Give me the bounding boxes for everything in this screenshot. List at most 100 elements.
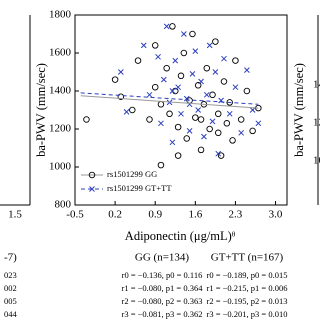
stats-row: r0 = −0.136, p0 = 0.116: [122, 270, 203, 280]
data-point: [232, 84, 239, 91]
data-point: [243, 87, 251, 95]
data-point: [195, 107, 202, 113]
data-point: [212, 38, 219, 45]
stats-row: 023: [4, 270, 17, 280]
x-tick-label: 2.3: [229, 209, 243, 221]
data-point: [174, 123, 182, 131]
data-point: [206, 125, 213, 133]
data-point: [217, 152, 225, 159]
legend-label: rs1501299 GT+TT: [107, 183, 172, 193]
left-panel-tick: 1.5: [8, 209, 22, 221]
fit-line: [80, 95, 259, 109]
data-point: [117, 93, 125, 100]
data-point: [151, 83, 159, 91]
stats-row: r0 = −0.189, p0 = 0.015: [207, 270, 288, 280]
data-point: [178, 110, 184, 117]
data-point: [221, 55, 227, 62]
data-point: [172, 57, 179, 64]
data-point: [226, 99, 233, 106]
data-point: [175, 84, 181, 91]
data-point: [157, 161, 165, 169]
data-point: [226, 110, 233, 117]
data-point: [163, 64, 170, 72]
stats-row: 005: [4, 296, 17, 306]
data-point: [163, 23, 170, 30]
x-axis-label: Adiponectin (μg/mL)ᶿ: [125, 229, 236, 243]
stats-row: r1 = −0.215, p1 = 0.006: [207, 283, 288, 293]
data-point: [146, 116, 153, 123]
stats-row: r3 = −0.201, p3 = 0.010: [207, 309, 288, 319]
right-panel-tick: 14: [313, 79, 320, 91]
y-tick-label: 1000: [49, 161, 72, 173]
x-tick-label: -0.5: [66, 209, 84, 221]
data-point: [232, 57, 239, 64]
data-point: [134, 57, 142, 64]
data-point: [209, 118, 216, 125]
data-point: [181, 31, 187, 37]
data-point: [189, 30, 196, 38]
data-point: [223, 120, 231, 127]
data-point: [249, 107, 256, 113]
data-point: [157, 101, 165, 108]
data-point: [183, 135, 190, 142]
stats-row: r2 = −0.195, p2 = 0.013: [207, 296, 288, 306]
data-point: [129, 106, 136, 114]
data-point: [189, 71, 196, 77]
data-point: [201, 133, 207, 140]
data-point: [83, 116, 90, 123]
data-point: [194, 82, 202, 89]
stats-row: 002: [4, 283, 17, 293]
data-point: [146, 91, 153, 98]
data-point: [140, 42, 147, 49]
fit-line: [80, 92, 259, 105]
data-point: [215, 150, 222, 157]
data-point: [158, 120, 164, 127]
stats-row: 044: [4, 309, 18, 319]
data-point: [209, 91, 216, 99]
data-point: [172, 87, 179, 95]
data-point: [111, 76, 119, 83]
data-point: [186, 101, 193, 108]
data-point: [238, 129, 245, 136]
data-point: [197, 116, 205, 123]
x-tick-label: 0.9: [148, 209, 162, 221]
data-point: [192, 114, 199, 121]
stats-row: r1 = −0.080, p1 = 0.364: [122, 283, 204, 293]
stats-header: -7): [4, 252, 17, 264]
right-panel-tick: 10: [313, 155, 320, 167]
y-axis-label: ba-PWV (mm/sec): [34, 63, 48, 157]
stats-row: r2 = −0.080, p2 = 0.363: [122, 296, 203, 306]
data-point: [212, 69, 219, 75]
data-point: [174, 152, 182, 159]
data-point: [169, 23, 176, 30]
data-point: [177, 72, 185, 80]
y-tick-label: 800: [55, 199, 72, 211]
stats-header: GT+TT (n=167): [211, 252, 284, 264]
y-tick-label: 1400: [49, 85, 72, 97]
data-point: [203, 64, 211, 72]
x-tick-label: 0.2: [108, 209, 122, 221]
data-point: [206, 42, 213, 49]
data-point: [166, 110, 173, 118]
data-point: [192, 48, 199, 54]
data-point: [151, 42, 159, 49]
x-tick-label: 1.6: [188, 209, 202, 221]
data-point: [155, 53, 161, 60]
data-point: [180, 49, 188, 57]
x-tick-label: 3.0: [269, 209, 283, 221]
stats-row: r3 = −0.081, p3 = 0.362: [122, 309, 203, 319]
legend-label: rs1501299 GG: [107, 169, 157, 179]
data-point: [160, 76, 167, 83]
right-panel-label: ba-PWV (mm/sec): [292, 63, 306, 157]
data-point: [237, 116, 245, 123]
data-point: [123, 109, 130, 115]
legend-marker: [88, 171, 96, 179]
y-tick-label: 1800: [49, 9, 72, 21]
data-point: [229, 137, 236, 144]
data-point: [186, 128, 193, 134]
data-point: [197, 146, 205, 154]
data-point: [169, 88, 176, 94]
data-point: [255, 120, 262, 127]
legend-marker: [89, 186, 95, 192]
